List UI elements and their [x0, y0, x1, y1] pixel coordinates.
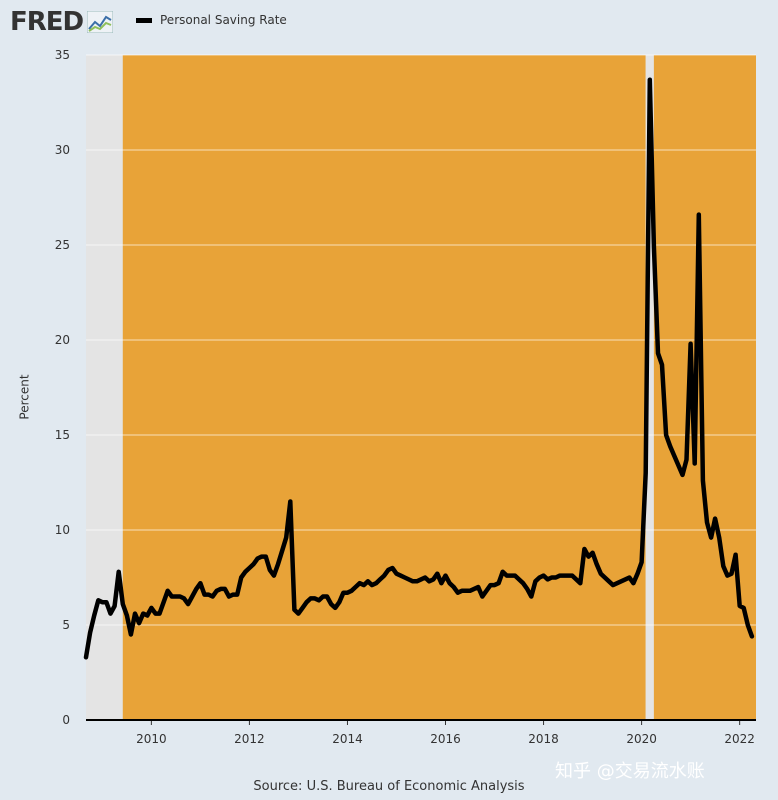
recession-shade-2: [645, 55, 654, 720]
source-note: Source: U.S. Bureau of Economic Analysis: [253, 779, 525, 794]
y-tick-label: 20: [55, 333, 70, 347]
chart-legend: Personal Saving Rate: [136, 13, 287, 27]
watermark: 知乎 @交易流水账: [555, 761, 705, 782]
x-tick-label: 2022: [724, 732, 755, 746]
expansion-shade-3: [653, 55, 756, 720]
x-tick-label: 2012: [234, 732, 265, 746]
legend-swatch: [136, 17, 152, 23]
x-tick-label: 2018: [528, 732, 559, 746]
y-tick-label: 15: [55, 428, 70, 442]
x-tick-label: 2020: [626, 732, 657, 746]
fred-logo-text: FRED: [10, 7, 84, 37]
fred-logo: FRED: [10, 7, 114, 37]
y-tick-label: 35: [55, 48, 70, 62]
recession-shade-0: [86, 55, 123, 720]
line-chart-icon: [87, 11, 114, 33]
x-tick-label: 2010: [136, 732, 167, 746]
expansion-shade-1: [122, 55, 646, 720]
y-tick-label: 25: [55, 238, 70, 252]
x-tick-label: 2014: [332, 732, 363, 746]
y-tick-label: 5: [62, 618, 70, 632]
legend-label: Personal Saving Rate: [160, 13, 287, 27]
y-tick-label: 0: [62, 713, 70, 727]
y-tick-label: 30: [55, 143, 70, 157]
x-tick-label: 2016: [430, 732, 461, 746]
y-tick-label: 10: [55, 523, 70, 537]
series-line-personal-saving-rate: [83, 77, 755, 660]
